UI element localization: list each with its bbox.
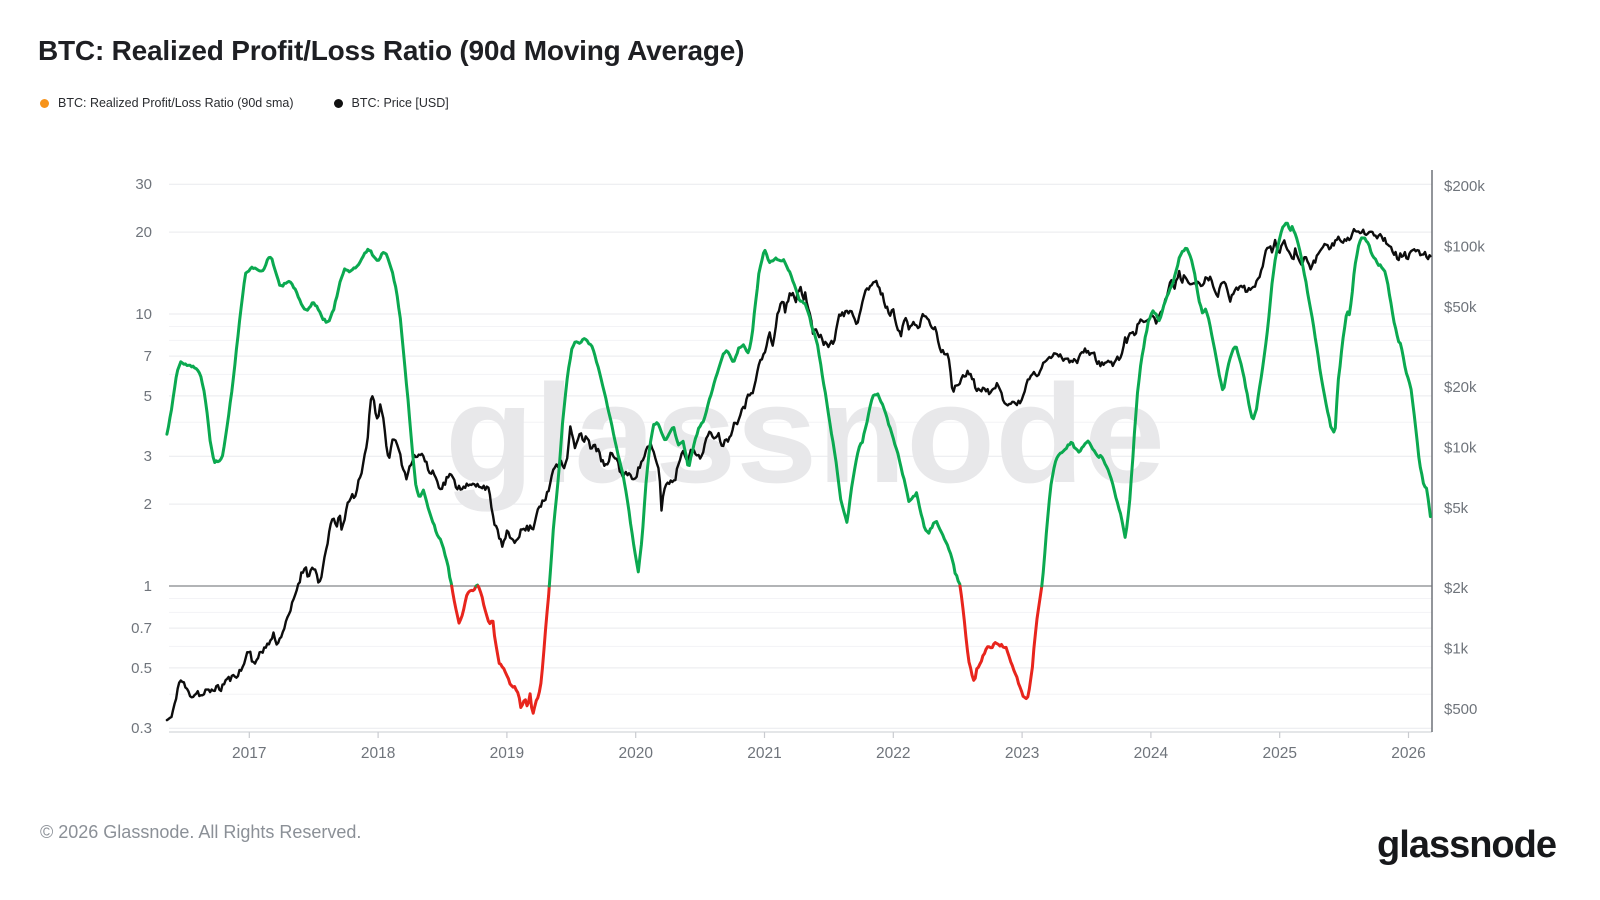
gridlines (169, 183, 1432, 729)
price-legend-label: BTC: Price [USD] (351, 96, 449, 110)
svg-text:2023: 2023 (1005, 745, 1039, 762)
svg-text:$500: $500 (1444, 701, 1477, 718)
x-axis-labels: 2017 2018 2019 2020 2021 2022 2023 2024 2025 2026 (232, 732, 1426, 762)
svg-text:$2k: $2k (1444, 580, 1469, 597)
legend: BTC: Realized Profit/Loss Ratio (90d sma… (40, 96, 449, 110)
right-axis-labels: $200k $100k $50k $20k $10k $5k $2k $1k $500 (1444, 178, 1485, 718)
svg-text:$1k: $1k (1444, 641, 1469, 658)
svg-text:30: 30 (135, 176, 152, 193)
svg-text:2017: 2017 (232, 745, 266, 762)
svg-text:2022: 2022 (876, 745, 910, 762)
svg-text:2025: 2025 (1262, 745, 1296, 762)
svg-text:0.3: 0.3 (131, 720, 152, 737)
svg-text:3: 3 (144, 448, 152, 465)
chart-title: BTC: Realized Profit/Loss Ratio (90d Mov… (38, 35, 745, 66)
ratio-line-profit-segment (1040, 221, 1432, 588)
glassnode-logo: glassnode (1377, 824, 1557, 866)
svg-text:$5k: $5k (1444, 500, 1469, 517)
svg-text:$200k: $200k (1444, 178, 1485, 195)
svg-text:10: 10 (135, 306, 152, 323)
svg-text:$10k: $10k (1444, 440, 1477, 457)
legend-item-price[interactable]: BTC: Price [USD] (333, 96, 449, 110)
svg-text:1: 1 (144, 578, 152, 595)
ratio-line-loss-segment (450, 584, 478, 625)
svg-text:2024: 2024 (1134, 745, 1169, 762)
price-line (165, 227, 1432, 722)
svg-text:2021: 2021 (747, 745, 781, 762)
legend-item-ratio[interactable]: BTC: Realized Profit/Loss Ratio (90d sma… (40, 96, 294, 110)
svg-text:5: 5 (144, 388, 152, 405)
svg-text:2: 2 (144, 496, 152, 513)
svg-text:20: 20 (135, 224, 152, 241)
watermark-text: glassnode (445, 355, 1165, 512)
svg-text:0.7: 0.7 (131, 620, 152, 637)
svg-text:$50k: $50k (1444, 299, 1477, 316)
svg-text:2018: 2018 (361, 745, 395, 762)
left-axis-labels: 30 20 10 7 5 3 2 1 0.7 0.5 0.3 (131, 176, 152, 737)
ratio-line-loss-segment (476, 584, 551, 715)
price-legend-dot-icon (333, 98, 343, 108)
ratio-line-loss-segment (958, 584, 1044, 701)
svg-text:0.5: 0.5 (131, 660, 152, 677)
svg-text:2020: 2020 (618, 745, 653, 762)
ratio-legend-dot-icon (40, 98, 49, 108)
svg-text:$20k: $20k (1444, 379, 1477, 396)
svg-text:7: 7 (144, 348, 152, 365)
copyright-text: © 2026 Glassnode. All Rights Reserved. (40, 822, 362, 842)
svg-text:2026: 2026 (1391, 745, 1425, 762)
ratio-line-profit-segment (547, 248, 962, 588)
svg-text:2019: 2019 (490, 745, 524, 762)
ratio-line (165, 221, 1432, 715)
ratio-line-profit-segment (165, 247, 454, 588)
svg-text:$100k: $100k (1444, 239, 1485, 256)
ratio-legend-label: BTC: Realized Profit/Loss Ratio (90d sma… (58, 96, 294, 110)
